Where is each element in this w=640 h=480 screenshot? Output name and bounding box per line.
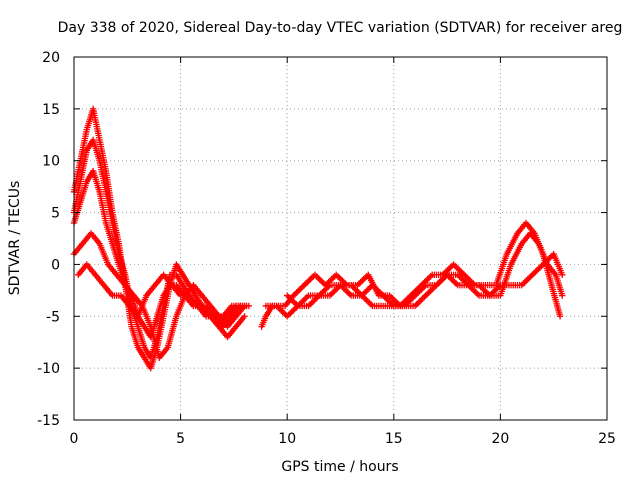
data-point: [556, 313, 564, 320]
series-trace-4: [70, 230, 248, 361]
data-point: [559, 292, 566, 299]
data-point: [559, 271, 566, 278]
y-tick-label: 15: [42, 102, 60, 118]
x-tick-label: 10: [278, 431, 296, 447]
y-tick-label: 0: [51, 257, 60, 273]
x-tick-label: 15: [385, 431, 403, 447]
series-trace-5: [75, 261, 244, 320]
plot-frame: [73, 56, 608, 421]
x-tick-label: 25: [598, 431, 616, 447]
series-trace-6: [258, 219, 564, 330]
y-tick-label: 20: [42, 50, 60, 66]
y-axis-label: SDTVAR / TECUs: [7, 181, 23, 296]
axis-ticks: -15 -10 -5 0 5 10 15 20 0 5 10 15 20 25: [37, 50, 616, 447]
y-tick-label: 5: [51, 206, 60, 222]
y-tick-label: -15: [37, 413, 60, 429]
x-tick-label: 5: [176, 431, 185, 447]
data-point: [241, 313, 248, 320]
x-tick-label: 0: [70, 431, 79, 447]
x-axis-label: GPS time / hours: [281, 459, 398, 475]
y-tick-label: -10: [37, 361, 60, 377]
y-tick-label: -5: [46, 309, 60, 325]
chart-title: Day 338 of 2020, Sidereal Day-to-day VTE…: [58, 20, 623, 36]
x-tick-label: 20: [491, 431, 509, 447]
data-series: [70, 105, 566, 372]
series-trace-8: [284, 250, 566, 310]
data-point: [237, 302, 244, 310]
y-tick-label: 10: [42, 154, 60, 170]
